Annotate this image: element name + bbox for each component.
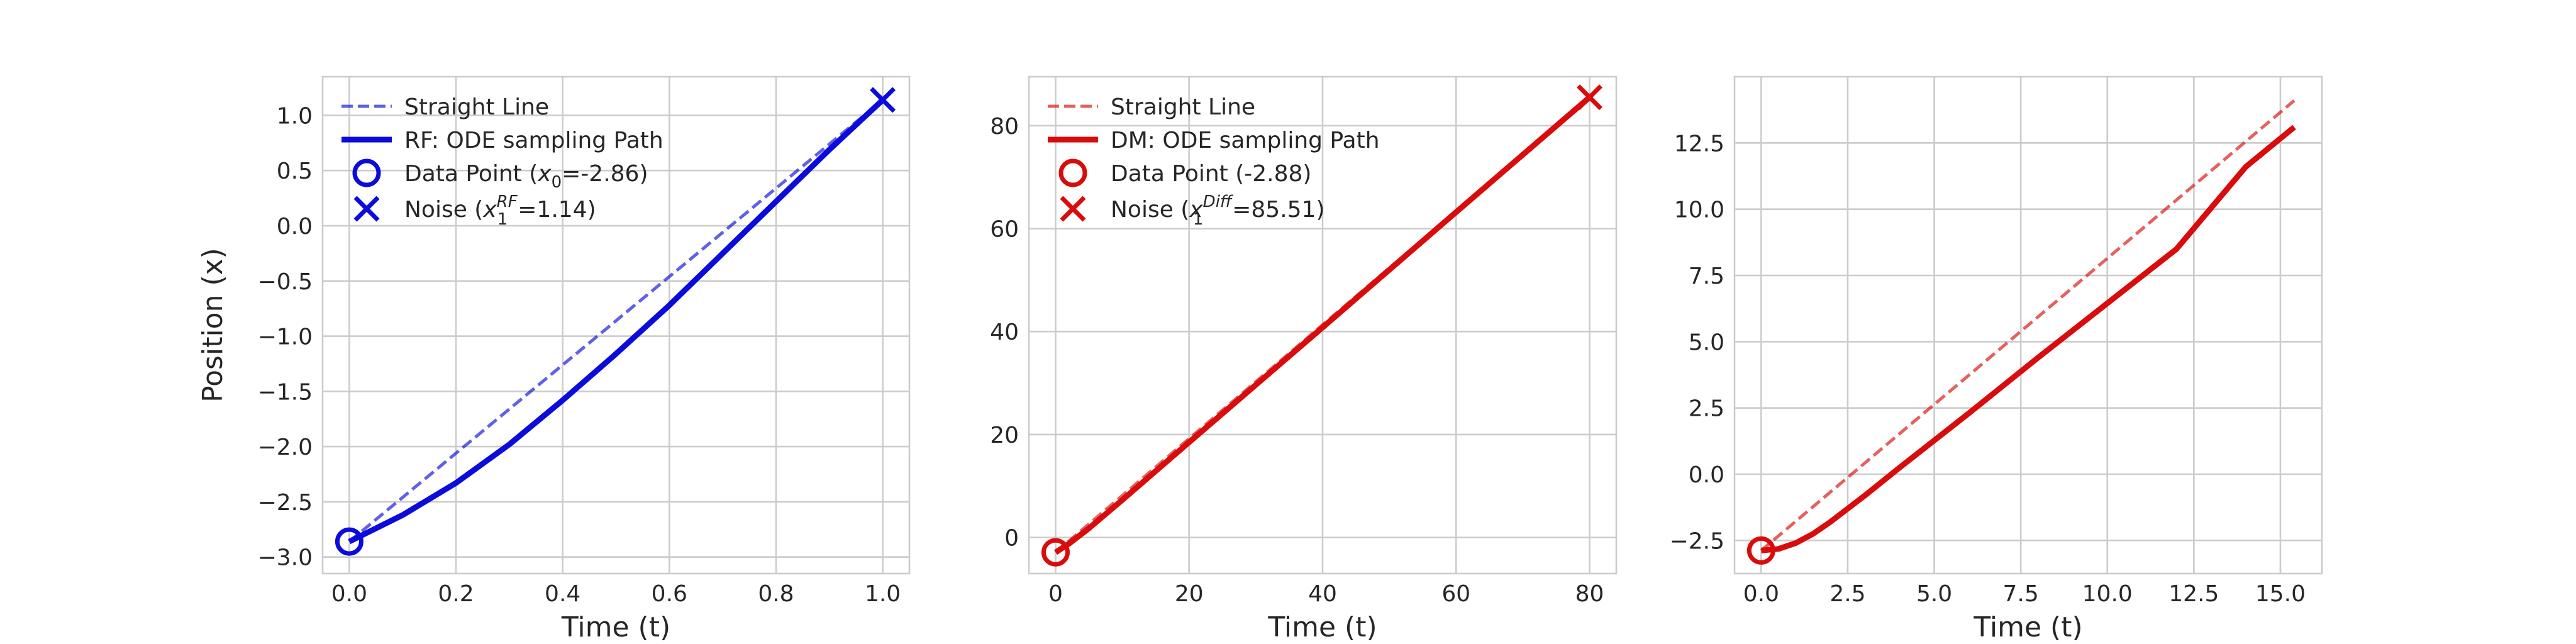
x-axis-label: Time (t) [1973, 611, 2082, 643]
x-tick-label: 2.5 [1829, 581, 1865, 607]
legend-math-sup: RF [497, 192, 518, 211]
legend-entry-label: RF: ODE sampling Path [404, 128, 663, 153]
y-tick-label: −2.0 [258, 435, 313, 460]
axes-frame [1028, 75, 1618, 575]
x-tick-label: 0.2 [438, 581, 474, 607]
ode-path-series [348, 97, 885, 545]
y-tick-label: 7.5 [1689, 264, 1724, 289]
axes-frame [1733, 75, 2323, 575]
legend-circle-swatch [352, 158, 381, 187]
y-tick-label: 12.5 [1674, 131, 1724, 157]
legend-text-prefix: Data Point (-2.88) [1111, 161, 1311, 187]
x-tick-label: 12.5 [2168, 581, 2219, 607]
y-tick-label: 10.0 [1674, 197, 1724, 223]
ode-path-series [1760, 125, 2296, 553]
legend-x-swatch [353, 196, 380, 222]
legend-text-suffix: =85.51) [1232, 197, 1324, 223]
x-tick-label: 0.4 [545, 581, 580, 607]
axes-frame [321, 75, 911, 575]
y-tick-label: 80 [990, 114, 1019, 140]
y-tick-label: 0.5 [277, 158, 313, 184]
noise-marker [1577, 84, 1603, 111]
x-tick-label: 0.6 [652, 581, 687, 607]
legend: Straight Line DM: ODE sampling Path Data P… [1048, 94, 1380, 229]
legend: Straight Line RF: ODE sampling Path Data P… [341, 94, 663, 229]
y-tick-label: −1.5 [258, 379, 313, 405]
legend-entry-label: Straight Line [1111, 94, 1255, 120]
y-tick-label: 20 [990, 423, 1019, 448]
data-point-marker [335, 527, 364, 556]
legend-circle-swatch [1058, 158, 1087, 187]
x-tick-label: 40 [1308, 581, 1337, 607]
legend-entry-label: DM: ODE sampling Path [1111, 128, 1380, 153]
legend-entry-label: Data Point (x0=-2.86) [404, 161, 648, 192]
chart-panel-3: 0.0 2.5 5.0 7.5 10.0 12.5 15.0 −2.5 0.0 2.5 5.0 7.5… [1670, 75, 2323, 643]
y-tick-label: 1.0 [277, 103, 313, 129]
legend-text-suffix: =1.14) [518, 197, 596, 223]
x-tick-label: 10.0 [2082, 581, 2133, 607]
legend-math-var: x [1189, 197, 1203, 223]
data-point-marker [1041, 538, 1070, 567]
legend-text-prefix: Noise ( [404, 197, 483, 223]
legend-entry-label: Noise (xDiff 1 =85.51) [1111, 192, 1325, 229]
chart-panel-1: 0.0 0.2 0.4 0.6 0.8 1.0 −3.0 −2.5 −2.0 −1.5 −1.0 −0… [197, 75, 911, 643]
x-tick-label: 60 [1441, 581, 1470, 607]
x-tick-label: 0.0 [1743, 581, 1779, 607]
chart-panel-2: 0 20 40 60 80 0 20 40 60 80 Time (t) Straight Line D… [990, 75, 1618, 643]
noise-marker [870, 87, 896, 113]
x-axis-label: Time (t) [561, 611, 670, 643]
y-tick-label: 0.0 [277, 214, 313, 240]
x-tick-label: 0.8 [758, 581, 794, 607]
y-tick-label: 40 [990, 319, 1019, 345]
data-point-marker [1746, 536, 1775, 565]
x-tick-label: 15.0 [2255, 581, 2306, 607]
legend-text-prefix: Noise ( [1111, 197, 1189, 223]
y-tick-label: 60 [990, 217, 1019, 243]
y-tick-label: −1.0 [258, 325, 313, 350]
legend-entry-label: Data Point (-2.88) [1111, 161, 1311, 187]
legend-math-var: x [537, 161, 552, 187]
legend-math-var: x [482, 197, 497, 223]
legend-math-sub: 1 [1193, 210, 1204, 229]
x-tick-label: 7.5 [2003, 581, 2039, 607]
x-tick-label: 0.0 [331, 581, 367, 607]
legend-math-sup: Diff [1203, 192, 1234, 211]
x-tick-label: 20 [1175, 581, 1204, 607]
legend-text-suffix: =-2.86) [562, 161, 648, 187]
legend-math-sub: 0 [552, 173, 562, 192]
straight-line-series [1760, 99, 2296, 552]
x-tick-label: 1.0 [865, 581, 901, 607]
legend-entry-label: Noise (xRF 1 =1.14) [404, 192, 596, 229]
legend-x-swatch [1060, 196, 1086, 222]
legend-math-sub: 1 [497, 210, 508, 229]
y-tick-label: 0 [1004, 526, 1019, 552]
y-tick-label: −3.0 [258, 545, 313, 571]
y-tick-label: 0.0 [1689, 462, 1724, 488]
straight-line-series [348, 98, 884, 543]
x-tick-label: 80 [1575, 581, 1604, 607]
ode-path-series [1054, 95, 1592, 555]
y-tick-label: −2.5 [1670, 528, 1724, 554]
y-tick-label: −0.5 [258, 269, 313, 295]
legend-entry-label: Straight Line [404, 94, 549, 120]
y-axis-label: Position (x) [197, 248, 229, 402]
x-tick-label: 0 [1048, 581, 1063, 607]
y-tick-label: 2.5 [1689, 396, 1724, 422]
x-tick-label: 5.0 [1916, 581, 1952, 607]
legend-text-prefix: Data Point ( [404, 161, 538, 187]
x-axis-label: Time (t) [1267, 611, 1377, 643]
y-tick-label: 5.0 [1689, 330, 1724, 355]
y-tick-label: −2.5 [258, 490, 313, 516]
